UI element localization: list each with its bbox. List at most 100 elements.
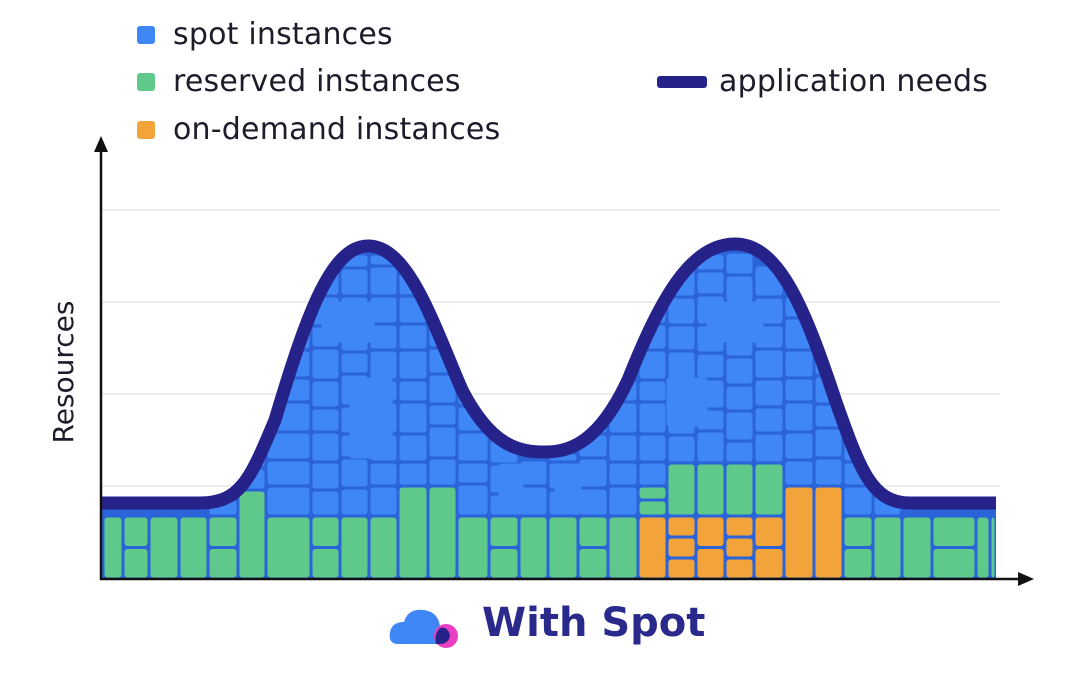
spot-instance-block	[267, 433, 310, 459]
reserved-instance-block	[977, 517, 989, 578]
spot-instance-block	[639, 435, 666, 461]
reserved-instance-block	[490, 549, 518, 578]
spot-instance-block	[755, 408, 783, 432]
grid-lines	[101, 209, 1000, 487]
spot-instance-block	[370, 351, 397, 379]
spot-instance-block	[399, 325, 427, 349]
spot-instance-block	[267, 461, 310, 485]
legend-reserved-swatch	[137, 72, 155, 91]
reserved-instance-block	[668, 464, 695, 515]
reserved-instance-block	[933, 517, 975, 546]
spot-instance-block	[370, 487, 397, 515]
spot-instance-block	[785, 403, 813, 431]
spot-instance-block	[668, 298, 695, 324]
ondemand-instance-block	[755, 549, 783, 578]
ondemand-instance-block	[726, 517, 753, 536]
spot-instance-block	[666, 377, 708, 427]
spot-instance-block	[697, 272, 724, 294]
spot-instance-block	[341, 489, 368, 515]
reserved-instance-block	[490, 517, 518, 546]
spot-instance-block	[429, 459, 456, 485]
spot-instance-block	[639, 381, 666, 401]
reserved-instance-block	[726, 464, 753, 515]
y-axis-arrow	[94, 136, 108, 152]
reserved-instance-block	[697, 464, 724, 515]
ondemand-instance-block	[815, 487, 842, 578]
reserved-instance-block	[341, 517, 368, 578]
spot-instance-block	[458, 485, 488, 515]
legend-spot-swatch	[137, 25, 155, 44]
spot-instance-block	[785, 351, 813, 377]
legend-reserved-label: reserved instances	[173, 64, 461, 99]
spot-instance-block	[312, 381, 339, 407]
reserved-instance-block	[520, 517, 547, 578]
spot-instance-block	[520, 461, 547, 485]
spot-instance-block	[609, 463, 637, 485]
spot-instance-block	[399, 435, 427, 461]
spot-instance-block	[341, 353, 368, 373]
spot-instance-block	[579, 489, 607, 515]
ondemand-instance-block	[697, 517, 724, 546]
spot-instance-block	[458, 433, 488, 461]
spot-instance-block	[815, 459, 842, 485]
spot-instance-block	[755, 380, 783, 406]
reserved-instance-block	[458, 517, 488, 578]
spot-instance-block	[520, 487, 547, 515]
spot-instance-block	[399, 463, 427, 485]
reserved-instance-block	[639, 487, 666, 499]
legend-application-line	[657, 75, 707, 88]
spot-instance-block	[726, 386, 753, 410]
ondemand-instance-block	[668, 538, 695, 557]
application-needs-curve	[101, 237, 996, 510]
spot-instance-block	[785, 461, 813, 485]
reserved-instance-block	[429, 487, 456, 578]
spot-instance-block	[668, 326, 695, 350]
spot-instance-block	[726, 253, 753, 274]
spot-instance-block	[312, 409, 339, 431]
legend-ondemand-label: on-demand instances	[173, 112, 501, 147]
reserved-instance-block	[124, 517, 148, 546]
legend-spot: spot instances	[137, 17, 393, 52]
reserved-instance-block	[124, 549, 148, 578]
reserved-instance-block	[312, 549, 339, 578]
footer: With Spot	[0, 598, 1080, 658]
spot-instance-block	[755, 350, 783, 378]
spot-instance-block	[429, 375, 456, 403]
spot-instance-block	[399, 381, 427, 401]
spot-instance-block	[726, 442, 753, 462]
footer-title: With Spot	[482, 600, 706, 646]
reserved-instance-block	[209, 549, 237, 578]
legend-ondemand-swatch	[137, 120, 155, 139]
y-axis-label: Resources	[47, 300, 80, 444]
reserved-instance-block	[579, 517, 607, 546]
reserved-instance-block	[579, 549, 607, 578]
spot-instance-block	[785, 379, 813, 401]
reserved-instance-block	[239, 491, 265, 578]
spot-instance-block	[639, 403, 666, 433]
spot-instance-block	[312, 349, 339, 379]
spot-instance-block	[267, 487, 310, 515]
reserved-instance-block	[874, 517, 901, 578]
spot-instance-block	[429, 427, 456, 457]
spot-instance-block	[579, 459, 607, 487]
reserved-instance-block	[370, 517, 397, 578]
ondemand-instance-block	[697, 549, 724, 578]
spot-instance-block	[726, 358, 753, 384]
reserved-instance-block	[903, 517, 931, 578]
reserved-instance-block	[312, 517, 339, 546]
cloud-logo-icon	[389, 609, 458, 648]
ondemand-instance-block	[726, 538, 753, 557]
legend-spot-label: spot instances	[173, 17, 393, 52]
spot-instance-block	[639, 351, 666, 379]
spot-instance-block	[554, 463, 582, 515]
spot-instance-block	[341, 269, 368, 295]
spot-instance-block	[370, 267, 397, 295]
spot-instance-block	[755, 434, 783, 462]
reserved-instance-block	[639, 501, 666, 515]
ondemand-instance-block	[639, 517, 666, 578]
spot-instance-block	[668, 352, 695, 380]
spot-instance-block	[312, 433, 339, 461]
legend-reserved: reserved instances	[137, 64, 461, 99]
ondemand-instance-block	[726, 559, 753, 578]
reserved-instance-block	[609, 517, 637, 578]
